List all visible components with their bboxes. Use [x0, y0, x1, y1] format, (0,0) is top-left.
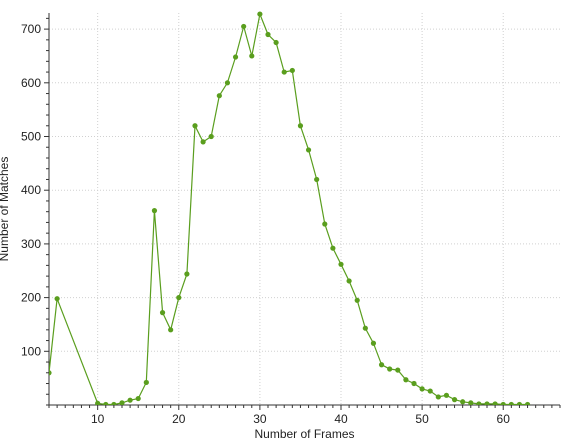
data-point [524, 401, 531, 405]
data-point [346, 278, 352, 284]
data-point [273, 39, 279, 46]
x-tick-label: 50 [415, 412, 429, 426]
x-tick-label: 30 [253, 412, 267, 426]
data-point [354, 297, 360, 303]
data-point [184, 271, 190, 277]
data-point [103, 401, 109, 405]
data-point [443, 392, 450, 398]
data-point [516, 401, 523, 405]
data-point [249, 53, 255, 59]
data-point [208, 133, 214, 140]
data-point [370, 340, 377, 346]
data-point [460, 399, 466, 405]
data-point [281, 69, 287, 75]
data-point [322, 221, 328, 227]
data-point [143, 379, 149, 386]
x-tick-label: 40 [334, 412, 348, 426]
y-tick-label: 300 [21, 237, 41, 251]
series-line [49, 11, 528, 405]
y-axis-title: Number of Matches [0, 157, 11, 262]
data-point [387, 366, 393, 372]
data-point [468, 400, 474, 405]
data-point [395, 367, 401, 373]
data-point [200, 139, 206, 145]
data-point [216, 93, 222, 99]
data-point [314, 176, 320, 183]
data-point [451, 397, 458, 403]
axes: 10 20 30 40 50 60 100 200 300 400 500 600 700 [21, 13, 561, 426]
data-point [224, 80, 231, 86]
data-point [151, 208, 158, 214]
data-point [419, 386, 425, 392]
data-point [241, 23, 247, 30]
data-point [95, 400, 101, 405]
y-tick-label: 700 [21, 22, 41, 36]
data-point [411, 380, 417, 387]
data-point [289, 67, 295, 74]
x-tick-label: 10 [91, 412, 105, 426]
y-tick-label: 600 [21, 76, 41, 90]
data-point [500, 401, 506, 405]
data-point [476, 401, 482, 405]
y-tick-label: 200 [21, 291, 41, 305]
data-point [49, 370, 52, 376]
data-point [508, 401, 514, 405]
data-point [403, 377, 409, 383]
data-point [492, 401, 498, 405]
data-point [362, 325, 368, 331]
y-tick-label: 400 [21, 183, 41, 197]
data-point [297, 123, 304, 129]
y-tick-label: 500 [21, 130, 41, 144]
data-point [338, 261, 344, 267]
data-point [192, 123, 198, 129]
data-point [159, 310, 166, 316]
data-point [378, 362, 385, 368]
data-point [232, 54, 239, 60]
grid-lines [49, 13, 560, 405]
data-point [484, 401, 490, 405]
data-point [427, 388, 433, 394]
data-point [168, 327, 174, 333]
data-point [435, 394, 441, 400]
data-point [305, 147, 312, 153]
data-point [330, 245, 336, 251]
y-tick-label: 100 [21, 344, 41, 358]
data-point [119, 400, 125, 405]
x-axis-title: Number of Frames [254, 427, 354, 440]
data-point [127, 397, 133, 403]
data-point [135, 395, 141, 402]
data-point [257, 11, 263, 17]
x-tick-label: 20 [172, 412, 186, 426]
data-series [49, 11, 531, 405]
x-tick-label: 60 [497, 412, 511, 426]
data-point [54, 296, 60, 302]
data-point [176, 295, 182, 301]
data-point [265, 31, 271, 38]
data-point [111, 401, 117, 405]
